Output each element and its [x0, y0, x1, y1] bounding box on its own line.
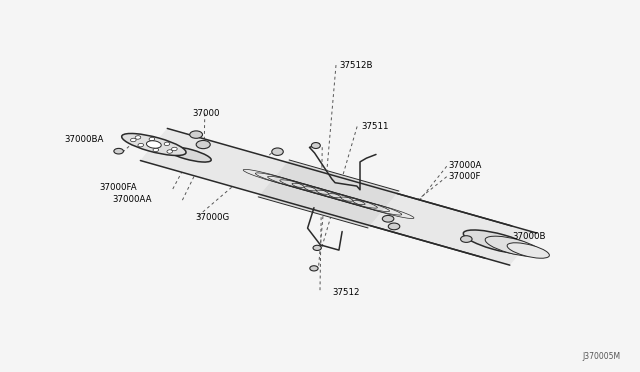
Text: 37000AA: 37000AA	[112, 195, 152, 203]
Ellipse shape	[463, 230, 533, 254]
Text: 37512B: 37512B	[339, 61, 372, 70]
Ellipse shape	[312, 142, 321, 148]
Ellipse shape	[382, 215, 394, 222]
Ellipse shape	[164, 142, 170, 145]
Text: 37000: 37000	[192, 109, 220, 118]
Text: 37512: 37512	[333, 288, 360, 296]
Ellipse shape	[313, 245, 321, 250]
Ellipse shape	[153, 148, 159, 152]
Ellipse shape	[138, 143, 143, 147]
Ellipse shape	[310, 266, 318, 271]
Text: 37511: 37511	[362, 122, 389, 131]
Ellipse shape	[149, 137, 155, 141]
Ellipse shape	[147, 141, 161, 148]
Text: 37000FA: 37000FA	[99, 183, 137, 192]
Polygon shape	[140, 128, 287, 195]
Text: J370005M: J370005M	[582, 352, 621, 361]
Ellipse shape	[189, 131, 202, 138]
Ellipse shape	[172, 147, 177, 151]
Ellipse shape	[122, 134, 186, 155]
Ellipse shape	[131, 138, 136, 142]
Ellipse shape	[114, 148, 124, 154]
Polygon shape	[140, 128, 537, 265]
Polygon shape	[370, 193, 512, 258]
Ellipse shape	[166, 147, 211, 162]
Ellipse shape	[388, 223, 400, 230]
Ellipse shape	[167, 150, 173, 153]
Text: 37000F: 37000F	[448, 172, 481, 181]
Ellipse shape	[272, 148, 284, 155]
Ellipse shape	[135, 136, 141, 139]
Text: 37000BA: 37000BA	[64, 135, 104, 144]
Ellipse shape	[485, 236, 541, 256]
Ellipse shape	[461, 236, 472, 243]
Text: 37000B: 37000B	[512, 232, 545, 241]
Ellipse shape	[507, 243, 549, 258]
Text: 37000G: 37000G	[195, 213, 230, 222]
Ellipse shape	[196, 141, 211, 149]
Polygon shape	[258, 160, 399, 228]
Text: 37000A: 37000A	[448, 161, 481, 170]
